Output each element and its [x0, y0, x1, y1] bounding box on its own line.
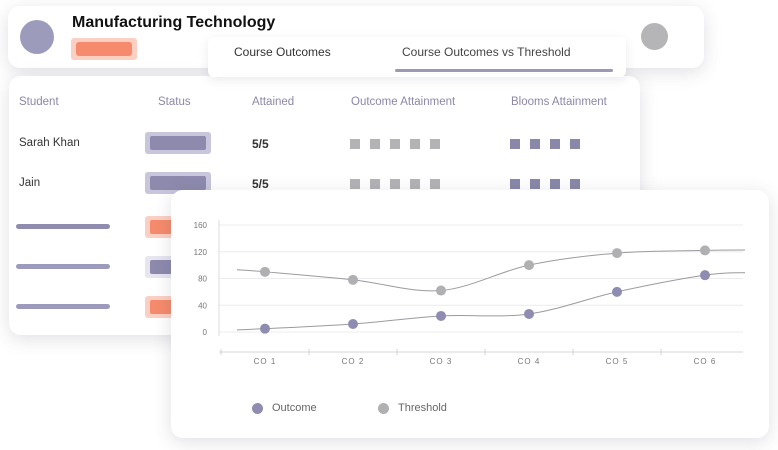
placeholder-name-bar [16, 224, 110, 229]
column-header-attained[interactable]: Attained [252, 96, 295, 108]
attained-value: 5/5 [252, 177, 269, 191]
active-tab-indicator [395, 69, 613, 72]
status-badge [145, 132, 211, 154]
x-tick-label: CO 2 [342, 357, 365, 366]
threshold-series-line [236, 249, 746, 292]
line-chart: 0 40 80 120 160 CO 1 CO 2 CO 3 CO 4 CO 5 CO 6 [194, 220, 746, 366]
outcome-data-point [612, 286, 622, 297]
outcome-data-point [436, 310, 446, 321]
outcome-data-point [348, 318, 358, 329]
y-tick-label: 40 [198, 301, 207, 310]
placeholder-name-bar [16, 264, 110, 269]
column-header-student[interactable]: Student [19, 96, 59, 108]
outcome-threshold-chart-card: 0 40 80 120 160 CO 1 CO 2 CO 3 CO 4 CO 5 CO 6 Outc… [171, 190, 769, 438]
x-tick-label: CO 1 [254, 357, 277, 366]
threshold-data-point [348, 274, 358, 285]
legend-threshold-swatch [378, 402, 389, 414]
threshold-data-point [700, 245, 710, 256]
threshold-data-point [612, 248, 622, 259]
x-tick-label: CO 3 [430, 357, 453, 366]
x-tick-label: CO 4 [518, 357, 541, 366]
legend-outcome-label: Outcome [272, 402, 317, 414]
legend-outcome-swatch [252, 402, 263, 414]
outcome-attainment-indicator [350, 139, 440, 149]
x-tick-label: CO 6 [694, 357, 717, 366]
blooms-attainment-indicator [510, 139, 580, 149]
threshold-data-point [260, 266, 270, 277]
column-header-blooms-attainment[interactable]: Blooms Attainment [511, 96, 607, 108]
column-header-outcome-attainment[interactable]: Outcome Attainment [351, 96, 456, 108]
y-tick-label: 80 [198, 275, 207, 284]
student-name[interactable]: Sarah Khan [19, 137, 80, 149]
outcome-data-point [260, 323, 270, 334]
outcome-series-line [236, 272, 746, 331]
blooms-attainment-indicator [510, 179, 580, 189]
legend-item-threshold[interactable]: Threshold [378, 402, 447, 414]
course-status-badge [71, 38, 137, 60]
y-tick-label: 160 [194, 221, 208, 230]
attained-value: 5/5 [252, 137, 269, 151]
student-name[interactable]: Jain [19, 177, 41, 189]
threshold-data-point [524, 260, 534, 271]
tab-course-outcomes[interactable]: Course Outcomes [234, 45, 331, 59]
outcome-attainment-indicator [350, 179, 440, 189]
x-tick-label: CO 5 [606, 357, 629, 366]
tabs-bar: Course Outcomes Course Outcomes vs Thres… [208, 37, 626, 77]
course-avatar [20, 20, 54, 54]
y-tick-label: 120 [194, 248, 208, 257]
outcome-data-point [524, 308, 534, 319]
threshold-data-point [436, 285, 446, 296]
status-badge [145, 172, 211, 194]
legend-threshold-label: Threshold [398, 402, 447, 414]
column-header-status[interactable]: Status [158, 96, 191, 108]
placeholder-name-bar [16, 304, 110, 309]
y-tick-label: 0 [203, 328, 208, 337]
user-avatar[interactable] [641, 23, 668, 50]
tab-course-outcomes-vs-threshold[interactable]: Course Outcomes vs Threshold [402, 45, 571, 59]
outcome-data-point [700, 270, 710, 281]
course-title: Manufacturing Technology [72, 14, 276, 31]
legend-item-outcome[interactable]: Outcome [252, 402, 317, 414]
